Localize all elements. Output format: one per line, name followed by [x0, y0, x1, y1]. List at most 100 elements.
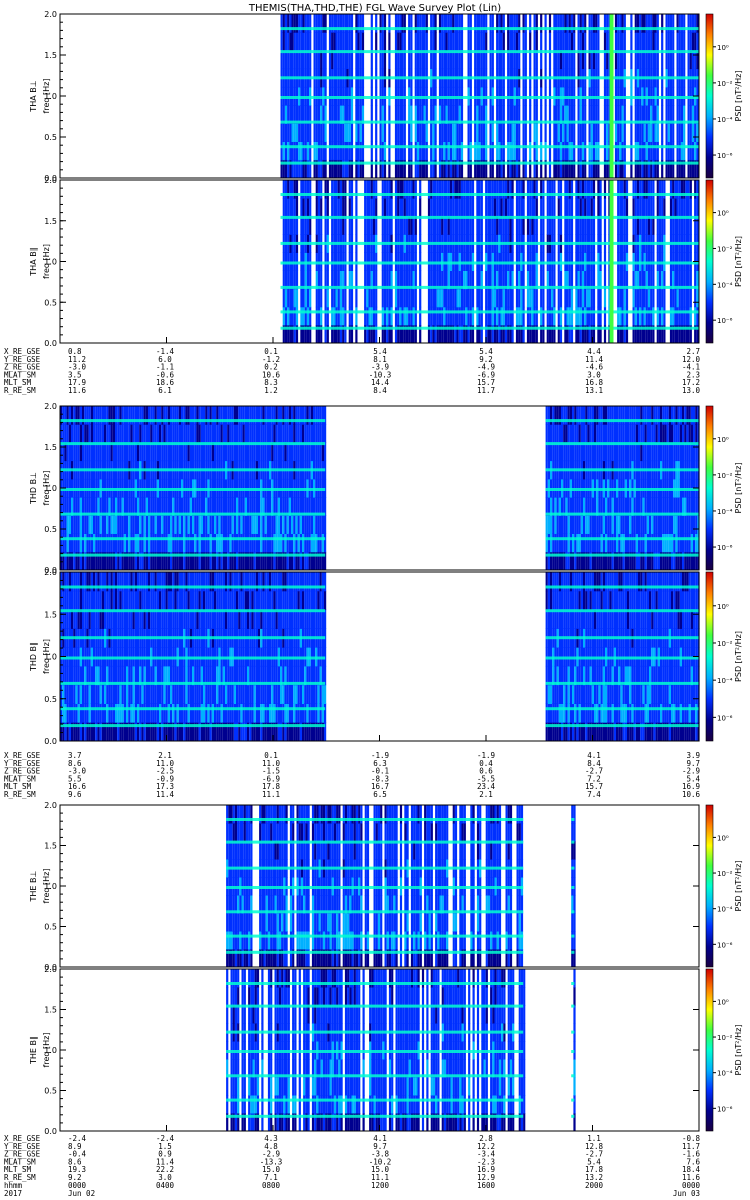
- spectrogram-cell: [434, 288, 437, 308]
- spectrogram-cell: [652, 105, 655, 124]
- spectrogram-cell: [350, 32, 354, 51]
- spectrogram-cell: [588, 198, 591, 217]
- spectrogram-cell: [650, 141, 653, 161]
- spectrogram-cell: [469, 105, 472, 124]
- spectrogram-cell: [608, 123, 611, 142]
- spectrogram-cell: [299, 406, 302, 425]
- spectrogram-cell: [478, 306, 481, 326]
- spectrogram-cell: [647, 306, 651, 326]
- spectrogram-cell: [309, 123, 312, 142]
- spectrogram-cell: [394, 159, 398, 179]
- spectrogram-cell: [73, 722, 76, 742]
- spectrogram-cell: [207, 424, 210, 443]
- spectrogram-cell: [141, 722, 144, 742]
- spectrogram-cell: [178, 533, 181, 553]
- spectrogram-cell: [458, 198, 461, 217]
- spectrogram-cell: [664, 533, 667, 553]
- spectrogram-cell: [317, 270, 321, 290]
- spectrogram-cell: [684, 497, 687, 516]
- spectrogram-cell: [491, 50, 494, 70]
- spectrogram-cell: [104, 533, 107, 553]
- spectrogram-cell: [249, 533, 252, 553]
- spectrogram-cell: [273, 406, 276, 425]
- spectrogram-cell: [540, 198, 543, 217]
- spectrogram-cell: [346, 123, 349, 142]
- spectrogram-cell: [287, 198, 290, 217]
- spectrogram-cell: [286, 533, 289, 553]
- spectrogram-cell: [449, 50, 453, 70]
- spectrogram-cell: [255, 497, 258, 516]
- spectrogram-cell: [559, 159, 563, 179]
- spectrogram-cell: [339, 180, 343, 199]
- spectrogram-cell: [529, 14, 532, 33]
- spectrogram-cell: [302, 406, 305, 425]
- spectrogram-cell: [196, 406, 199, 425]
- spectrogram-cell: [119, 665, 122, 686]
- spectrogram-cell: [624, 442, 627, 462]
- spectrogram-cell: [633, 442, 636, 462]
- spectrogram-cell: [553, 105, 556, 124]
- spectrogram-cell: [302, 324, 305, 344]
- spectrogram-cell: [269, 497, 272, 516]
- spectrogram-cell: [432, 288, 435, 308]
- spectrogram-cell: [71, 665, 74, 686]
- spectrogram-cell: [500, 105, 503, 124]
- spectrogram-cell: [595, 159, 598, 179]
- spectrogram-cell: [687, 216, 690, 235]
- spectrogram-cell: [640, 406, 643, 425]
- spectrogram-cell: [95, 406, 98, 425]
- spectrogram-cell: [170, 497, 173, 516]
- spectrogram-cell: [694, 50, 697, 70]
- spectrogram-cell: [321, 533, 324, 553]
- spectrogram-cell: [646, 551, 649, 571]
- spectrogram-cell: [647, 198, 651, 217]
- spectrogram-cell: [414, 306, 417, 326]
- y-tick-label: 0.5: [44, 298, 57, 307]
- spectrogram-cell: [511, 216, 514, 235]
- spectrogram-cell: [647, 180, 651, 199]
- spectrogram-cell: [627, 533, 630, 553]
- spectrogram-cell: [399, 198, 402, 217]
- spectrogram-cell: [128, 590, 131, 611]
- spectrogram-cell: [587, 442, 590, 462]
- spectrogram-cell: [620, 551, 623, 571]
- spectrogram-cell: [333, 141, 336, 161]
- spectrogram-cell: [647, 50, 651, 70]
- spectrogram-cell: [509, 141, 512, 161]
- spectrogram-cell: [282, 406, 285, 425]
- spectrogram-cell: [132, 722, 135, 742]
- spectrogram-cell: [553, 32, 556, 51]
- spectrogram-cell: [68, 590, 71, 611]
- spectrogram-cell: [194, 442, 197, 462]
- spectrogram-cell: [566, 50, 569, 70]
- spectrogram-cell: [117, 703, 120, 723]
- spectrogram-cell: [478, 324, 481, 344]
- spectrogram-cell: [408, 288, 411, 308]
- spectrogram-cell: [364, 324, 367, 344]
- spectrogram-cell: [284, 141, 288, 161]
- spectrogram-cell: [198, 406, 201, 425]
- spectrogram-cell: [148, 551, 151, 571]
- spectrogram-cell: [134, 497, 137, 516]
- spectrogram-cell: [93, 406, 96, 425]
- spectrogram-cell: [95, 424, 98, 443]
- spectrogram-cell: [282, 50, 285, 70]
- spectrogram-cell: [326, 324, 329, 344]
- spectrogram-cell: [647, 270, 651, 290]
- spectrogram-cell: [410, 105, 413, 124]
- spectrogram-cell: [485, 159, 488, 179]
- spectrogram-cell: [667, 50, 670, 70]
- spectrogram-cell: [535, 50, 538, 70]
- spectrogram-cell: [596, 551, 599, 571]
- spectrogram-cell: [86, 722, 89, 742]
- spectrogram-cell: [632, 198, 635, 217]
- spectrogram-cell: [526, 324, 530, 344]
- spectrogram-cell: [454, 141, 457, 161]
- spectrogram-cell: [99, 551, 102, 571]
- spectrogram-cell: [552, 533, 555, 553]
- spectrogram-cell: [693, 424, 696, 443]
- spectrogram-cell: [299, 515, 302, 534]
- spectrogram-cell: [79, 551, 82, 571]
- spectrogram-cell: [165, 406, 168, 425]
- spectrogram-cell: [370, 141, 373, 161]
